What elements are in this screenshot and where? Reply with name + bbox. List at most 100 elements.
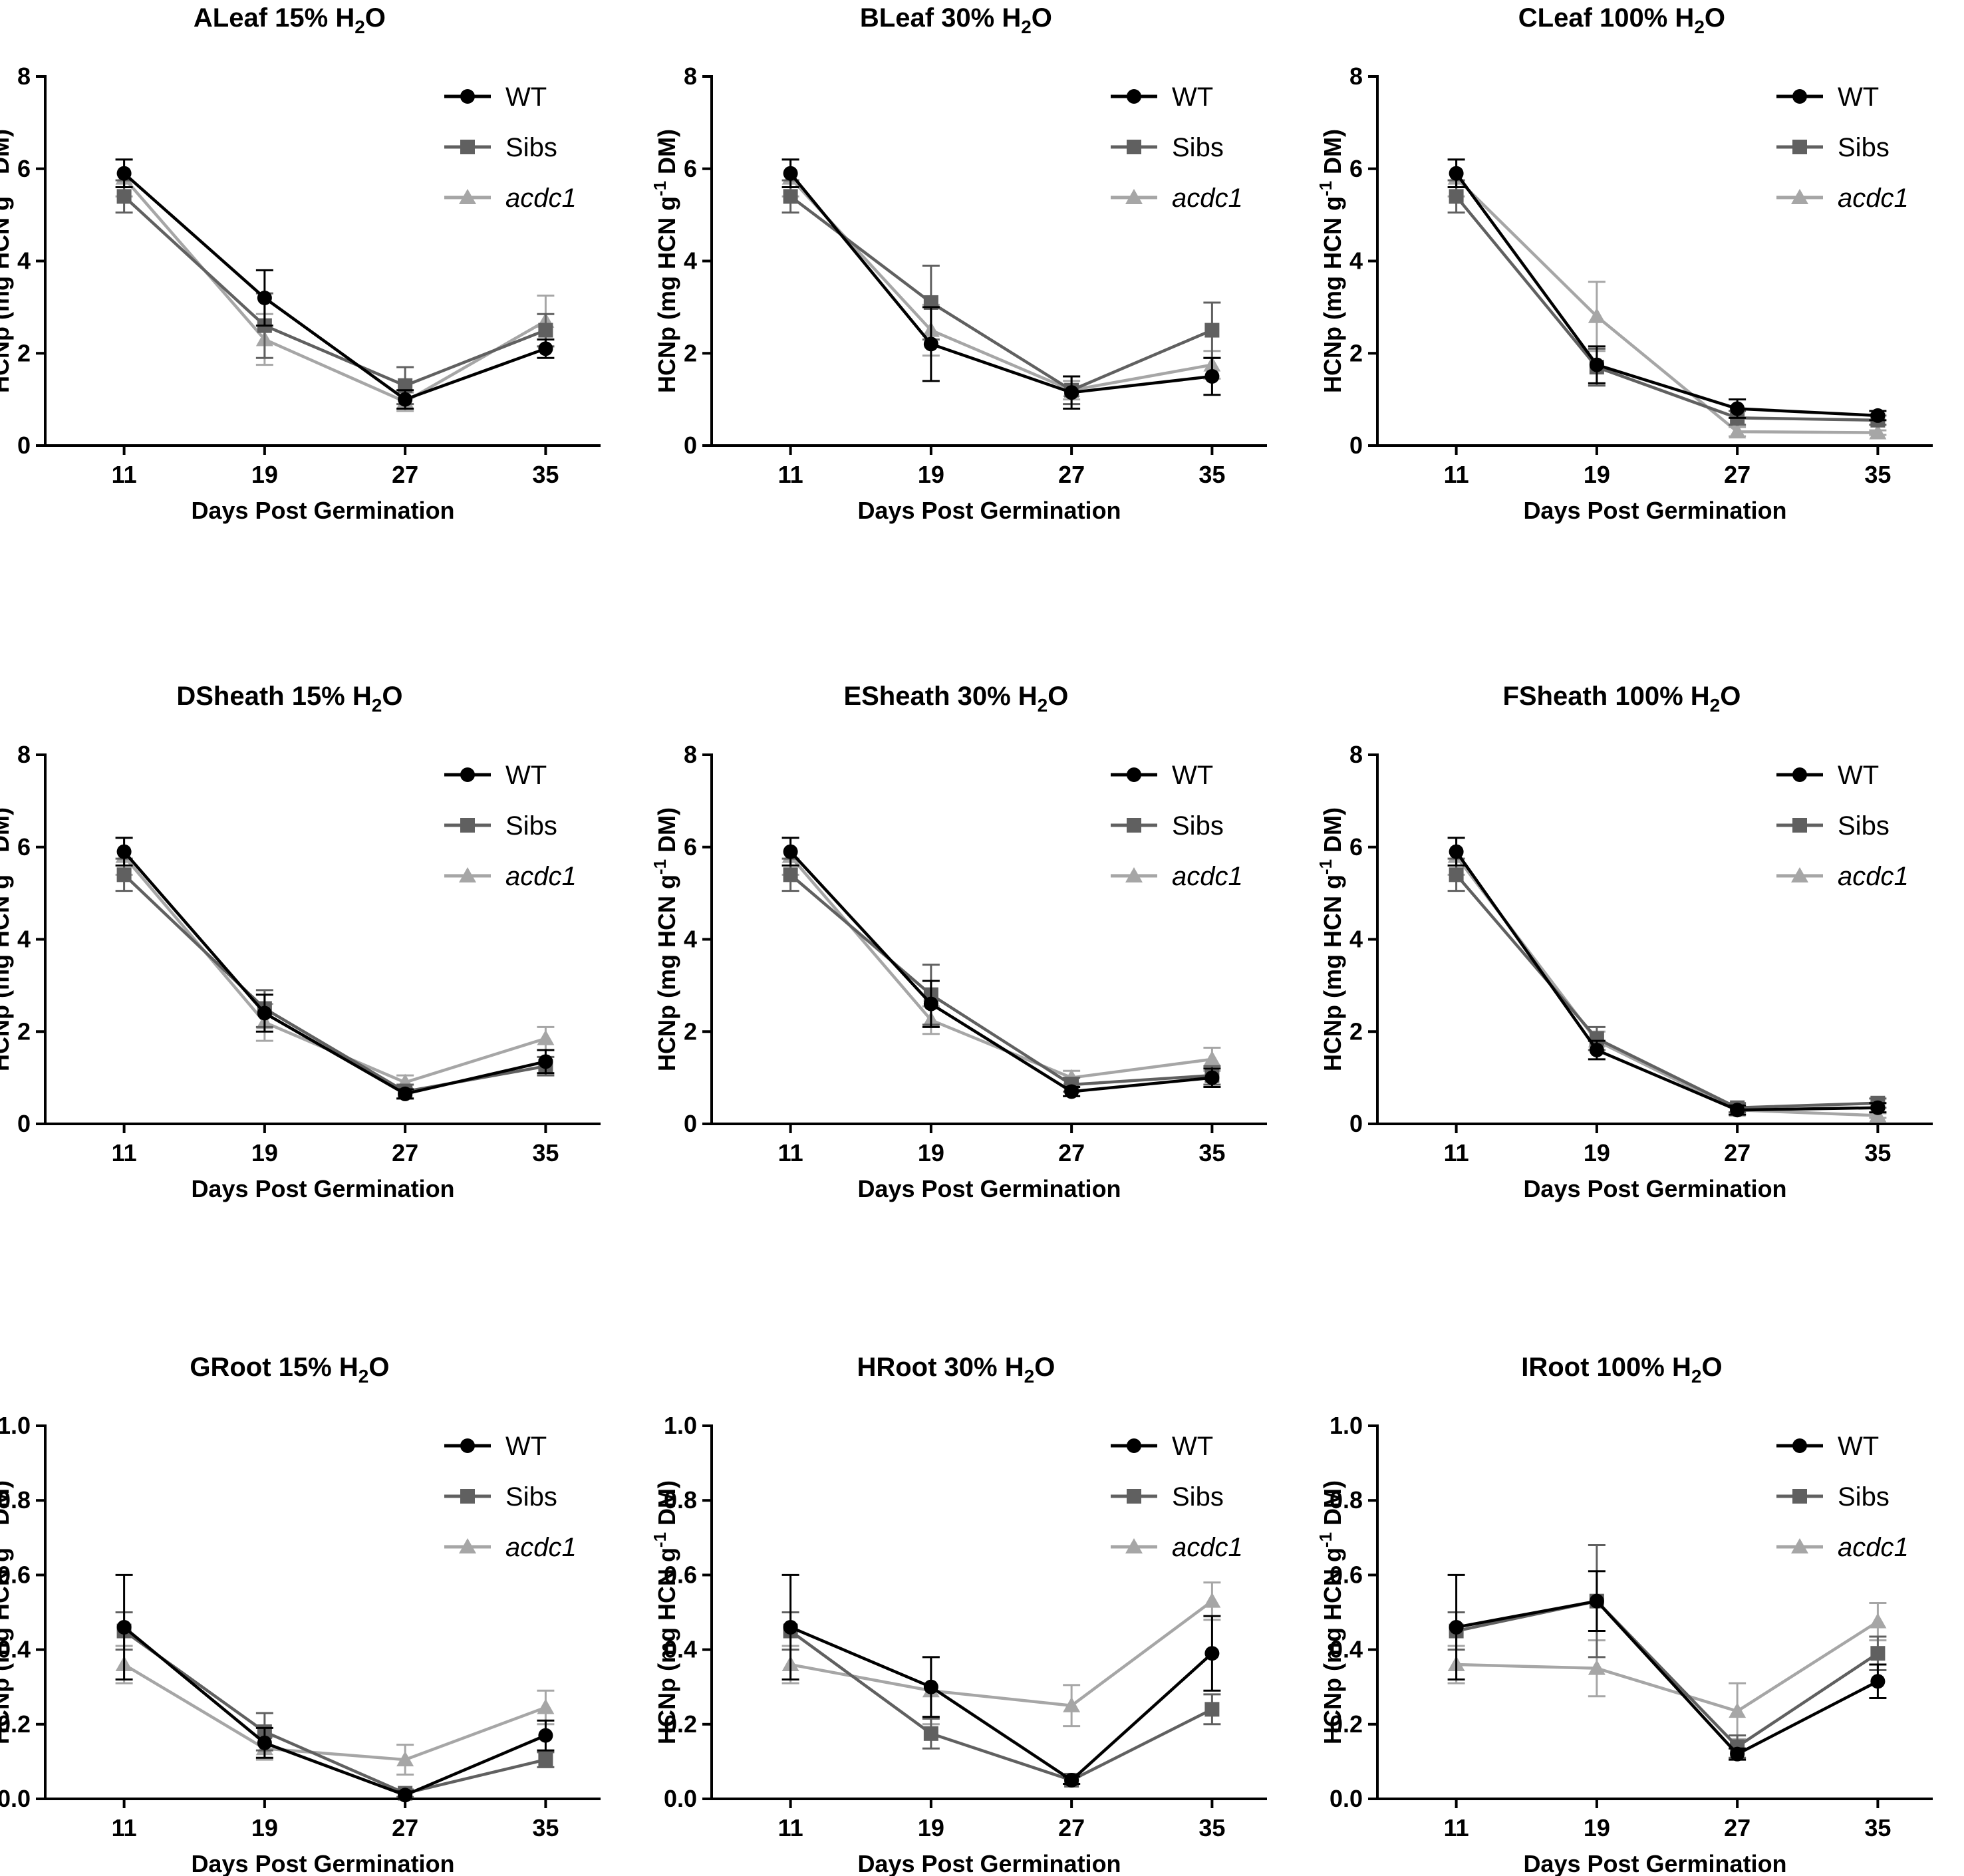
- panel-title: ALeaf 15% H2O: [194, 3, 386, 37]
- y-tick-label: 6: [17, 833, 31, 861]
- x-tick-label: 35: [532, 461, 559, 488]
- legend-marker: [1127, 1489, 1141, 1504]
- x-tick-label: 11: [1444, 1139, 1469, 1166]
- legend-label: WT: [1172, 1432, 1213, 1461]
- y-tick-label: 0.8: [0, 1486, 31, 1514]
- series-wt: [115, 1573, 555, 1803]
- y-tick-label: 4: [684, 247, 697, 275]
- data-point-marker: [783, 166, 798, 181]
- legend-marker: [1792, 140, 1807, 154]
- legend-marker: [1127, 767, 1141, 782]
- x-tick-label: 19: [251, 1139, 278, 1166]
- legend-label: Sibs: [505, 811, 557, 841]
- y-tick-label: 0.6: [0, 1561, 31, 1588]
- series-wt: [1447, 158, 1887, 423]
- legend-label: Sibs: [1172, 811, 1224, 841]
- y-tick-label: 0.8: [664, 1486, 697, 1514]
- y-axis-title-superscript: -1: [0, 181, 3, 196]
- y-axis-title-superscript: -1: [650, 181, 670, 196]
- data-point-marker: [1063, 1696, 1081, 1712]
- legend-marker: [1792, 818, 1807, 833]
- y-axis-title-end: DM): [0, 1480, 14, 1532]
- data-point-marker: [1589, 357, 1604, 372]
- x-tick-label: 35: [1198, 1139, 1225, 1166]
- panel-title-text: Sheath 15% H: [196, 682, 372, 711]
- y-axis-title-start: HCNp (mg HCN g: [1319, 1547, 1346, 1744]
- panel-title: HRoot 30% H2O: [857, 1353, 1055, 1387]
- x-tick-label: 35: [1864, 461, 1891, 488]
- series-wt: [115, 158, 555, 410]
- series-line: [122, 851, 546, 1096]
- x-tick-label: 11: [778, 461, 803, 488]
- legend-label: acdc1: [1172, 184, 1243, 213]
- series-line: [1456, 1620, 1879, 1713]
- legend-marker: [1792, 89, 1807, 104]
- panel-title: IRoot 100% H2O: [1521, 1353, 1722, 1387]
- panel-letter: I: [1521, 1353, 1528, 1382]
- legend-marker: [1127, 89, 1141, 104]
- panel-title: FSheath 100% H2O: [1502, 682, 1741, 716]
- y-tick-label: 4: [17, 247, 31, 275]
- series-line: [123, 1663, 547, 1762]
- panel-title-subscript: 2: [372, 695, 382, 716]
- series-line: [1455, 851, 1878, 1112]
- y-tick-label: 6: [684, 155, 697, 182]
- series-sibs: [781, 1611, 1221, 1788]
- legend-marker: [1125, 1538, 1143, 1553]
- panel-h: HRoot 30% H2O 0.0 0.2 0.4 0.6 0.8 1.0 11 19 27 35 D…: [650, 1353, 1267, 1876]
- series-line: [123, 1626, 547, 1797]
- panel-title: GRoot 15% H2O: [190, 1353, 389, 1387]
- legend-marker: [1792, 1489, 1807, 1504]
- series-wt: [781, 837, 1221, 1099]
- y-axis-title-start: HCNp (mg HCN g: [1319, 874, 1346, 1071]
- panel-title-end: O: [1032, 3, 1052, 33]
- x-tick-label: 35: [1198, 461, 1225, 488]
- x-tick-label: 35: [1864, 1139, 1891, 1166]
- x-tick-label: 27: [1724, 461, 1751, 488]
- x-tick-label: 19: [918, 1139, 944, 1166]
- y-axis-title-start: HCNp (mg HCN g: [653, 1547, 680, 1744]
- data-point-marker: [783, 867, 798, 882]
- y-axis-title-end: DM): [653, 807, 680, 859]
- panel-title-subscript: 2: [1021, 17, 1032, 37]
- y-tick-label: 0.4: [0, 1636, 31, 1663]
- y-tick-label: 0.2: [1330, 1710, 1363, 1738]
- series-line: [789, 172, 1212, 394]
- data-point-marker: [923, 996, 938, 1011]
- series-line: [1456, 1599, 1879, 1756]
- y-tick-label: 2: [1349, 339, 1363, 366]
- panel-title-text: Root 100% H: [1528, 1353, 1691, 1382]
- series-sibs: [115, 857, 555, 1100]
- panel-title-end: O: [365, 3, 386, 33]
- panel-title-end: O: [1705, 3, 1725, 33]
- legend-label: acdc1: [1172, 862, 1243, 891]
- series-acdc1: [781, 158, 1221, 401]
- y-tick-label: 0: [1349, 1110, 1363, 1137]
- y-tick-label: 6: [1349, 155, 1363, 182]
- y-tick-label: 0.0: [1330, 1785, 1363, 1812]
- series-acdc1: [1447, 158, 1887, 440]
- data-point-marker: [1729, 1702, 1747, 1718]
- panel-title-end: O: [1034, 1353, 1055, 1382]
- data-point-marker: [538, 1728, 553, 1743]
- legend-marker: [460, 818, 475, 833]
- panel-title-end: O: [382, 682, 402, 711]
- y-axis-title: HCNp (mg HCN g-1 DM): [0, 129, 14, 393]
- x-tick-label: 19: [251, 461, 278, 488]
- legend-label: WT: [1838, 761, 1879, 790]
- series-line: [1455, 195, 1878, 422]
- y-axis-title-start: HCNp (mg HCN g: [0, 874, 14, 1071]
- x-tick-label: 27: [1058, 1814, 1085, 1841]
- y-axis-title-superscript: -1: [1316, 859, 1335, 874]
- panel-title-subscript: 2: [358, 1366, 369, 1387]
- x-tick-label: 27: [1724, 1814, 1751, 1841]
- y-tick-label: 1.0: [664, 1412, 697, 1439]
- series-line: [123, 195, 547, 388]
- series-acdc1: [115, 1645, 555, 1776]
- legend-marker: [459, 867, 476, 882]
- data-point-marker: [1870, 1674, 1886, 1689]
- y-tick-label: 8: [17, 741, 31, 768]
- legend-label: WT: [1172, 761, 1213, 790]
